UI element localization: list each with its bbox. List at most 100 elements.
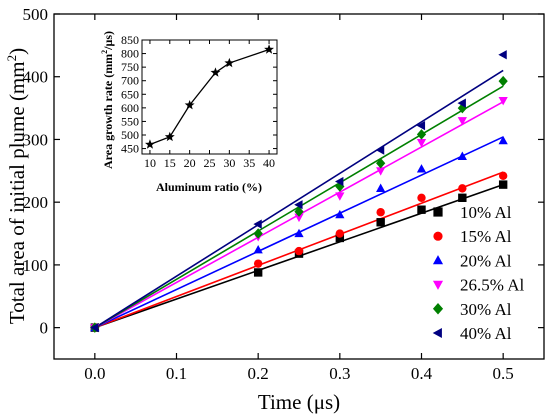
data-point-series-5 — [294, 206, 304, 217]
data-point-series-4 — [498, 96, 508, 106]
data-point-series-2 — [294, 246, 304, 256]
inset-data-point — [164, 131, 175, 142]
inset-x-tick-label: 30 — [223, 156, 235, 170]
data-point-series-4 — [457, 117, 467, 126]
y-tick-label: 500 — [23, 5, 49, 24]
y-axis-title-end: ) — [5, 48, 29, 55]
data-point-series-3 — [376, 183, 386, 192]
legend-marker-6 — [432, 327, 442, 339]
x-tick-label: 0.4 — [411, 364, 433, 383]
inset-y-axis-title-main: Area growth rate (mm — [101, 54, 115, 169]
legend-marker-2 — [433, 231, 443, 241]
inset-y-axis-title-end: /μs) — [101, 31, 115, 51]
data-point-series-3 — [253, 245, 263, 254]
data-point-series-2 — [498, 171, 508, 181]
inset-axes: 10 15 20 25 30 35 40 45050055060065070075080085… — [121, 33, 277, 170]
y-tick-label: 200 — [23, 193, 49, 212]
inset-x-tick-label: 25 — [204, 156, 216, 170]
data-point-series-2 — [458, 184, 467, 193]
inset-line-path — [149, 48, 270, 146]
x-tick-label: 0.5 — [493, 364, 514, 383]
legend-label-6: 40% Al — [460, 324, 512, 343]
legend-label-2: 15% Al — [460, 227, 512, 246]
inset-y-tick-label: 700 — [121, 74, 139, 88]
y-tick-label: 100 — [23, 256, 49, 275]
y-tick-label: 300 — [23, 130, 49, 149]
legend: 10% Al 15% Al 20% Al 26.5% Al 30% Al 40% Al — [432, 203, 525, 343]
data-point-series-2 — [417, 193, 426, 202]
data-point-series-5 — [376, 158, 386, 169]
data-point-series-3 — [416, 164, 427, 173]
inset-y-tick-label: 800 — [121, 47, 139, 61]
data-point-series-5 — [498, 75, 508, 87]
inset-y-axis-title-sup: 2 — [100, 50, 109, 54]
data-point-series-1 — [458, 193, 467, 202]
data-point-series-1 — [335, 233, 345, 243]
inset-y-tick-label: 450 — [121, 142, 139, 156]
data-point-series-5 — [253, 228, 263, 239]
data-point-series-4 — [294, 213, 304, 223]
inset-series — [145, 44, 274, 149]
data-point-series-3 — [498, 135, 508, 145]
data-point-series-1 — [498, 180, 508, 189]
inset-y-tick-label: 650 — [121, 87, 139, 101]
data-point-series-6 — [375, 145, 385, 155]
data-point-series-6 — [416, 121, 426, 131]
legend-marker-4 — [432, 280, 444, 290]
legend-label-3: 20% Al — [460, 251, 512, 270]
inset-y-tick-label: 600 — [121, 101, 139, 115]
inset-y-tick-label: 750 — [121, 60, 139, 74]
data-point-series-5 — [416, 129, 427, 140]
inset-x-tick-label: 20 — [184, 156, 196, 170]
inset-data-point — [224, 57, 235, 68]
data-point-series-3 — [294, 228, 304, 238]
x-tick-label: 0.0 — [84, 364, 105, 383]
data-point-series-4 — [335, 192, 345, 201]
inset-x-tick-label: 35 — [243, 156, 255, 170]
inset-x-tick-label: 10 — [144, 156, 156, 170]
inset-x-tick-label: 15 — [164, 156, 176, 170]
x-tick-label: 0.2 — [248, 364, 269, 383]
y-axis-title: Total area of initial plume (mm2) — [4, 48, 29, 324]
data-point-series-3 — [457, 151, 467, 160]
legend-marker-1 — [433, 207, 443, 217]
data-point-series-6 — [335, 176, 344, 187]
data-point-series-4 — [376, 167, 386, 176]
data-point-series-6 — [90, 323, 99, 333]
inset-data-point — [184, 99, 195, 110]
y-axis-title-sup: 2 — [4, 55, 19, 62]
inset-data-point — [264, 44, 274, 54]
legend-marker-3 — [432, 255, 444, 265]
x-tick-label: 0.3 — [329, 364, 350, 383]
inset-y-axis-title: Area growth rate (mm2/μs) — [100, 31, 115, 169]
inset-x-axis-title: Aluminum ratio (%) — [156, 180, 262, 194]
inset-x-tick-label: 40 — [263, 156, 275, 170]
data-point-series-1 — [376, 218, 385, 227]
main-axes: 0.0 0.1 0.2 0.3 0.4 0.5 0 100 200 300 400 500 — [23, 5, 544, 383]
y-tick-label: 400 — [23, 68, 49, 87]
data-point-series-2 — [253, 259, 263, 268]
legend-label-5: 30% Al — [460, 300, 512, 319]
inset-data-point — [210, 67, 221, 77]
y-tick-label: 0 — [40, 319, 49, 338]
x-tick-label: 0.1 — [166, 364, 187, 383]
legend-marker-5 — [432, 303, 444, 315]
inset-y-tick-label: 500 — [121, 128, 139, 142]
inset-frame — [141, 39, 278, 155]
data-point-series-1 — [253, 268, 263, 277]
inset-y-tick-label: 550 — [121, 114, 139, 128]
legend-label-1: 10% Al — [460, 203, 512, 222]
data-point-series-6 — [253, 219, 262, 229]
data-point-series-1 — [417, 205, 426, 214]
data-point-series-6 — [294, 200, 303, 210]
y-axis-title-main: Total area of initial plume (mm — [5, 61, 29, 324]
data-point-series-3 — [335, 209, 345, 219]
data-point-series-2 — [335, 229, 345, 238]
data-point-series-6 — [457, 98, 466, 108]
data-point-series-2 — [376, 208, 385, 217]
main-plot-frame — [53, 13, 545, 360]
fit-line-6 — [94, 69, 504, 329]
data-point-series-6 — [498, 50, 507, 60]
x-axis-title: Time (μs) — [258, 390, 340, 414]
